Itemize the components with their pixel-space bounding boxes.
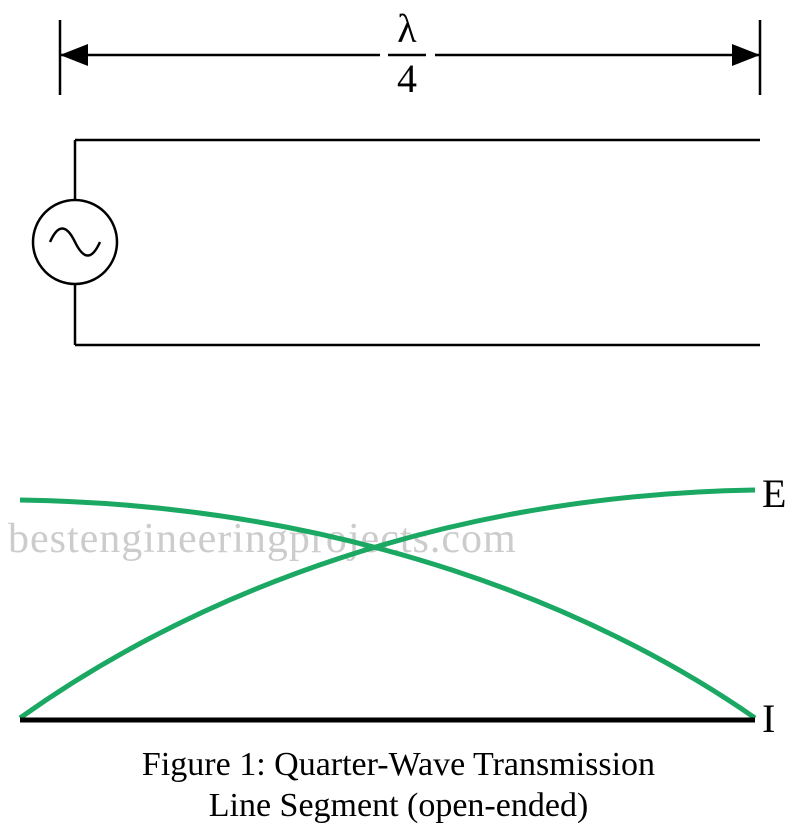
graph-svg <box>0 0 797 760</box>
figure-caption: Figure 1: Quarter-Wave Transmission Line… <box>0 745 797 827</box>
figure-canvas: λ 4 bestengineeringprojects.com E I Figu… <box>0 0 797 840</box>
e-curve <box>20 500 755 718</box>
label-e: E <box>762 470 786 517</box>
i-curve <box>20 490 755 718</box>
label-i: I <box>762 695 775 742</box>
caption-line1: Figure 1: Quarter-Wave Transmission <box>142 746 655 783</box>
caption-line2: Line Segment (open-ended) <box>209 787 589 824</box>
